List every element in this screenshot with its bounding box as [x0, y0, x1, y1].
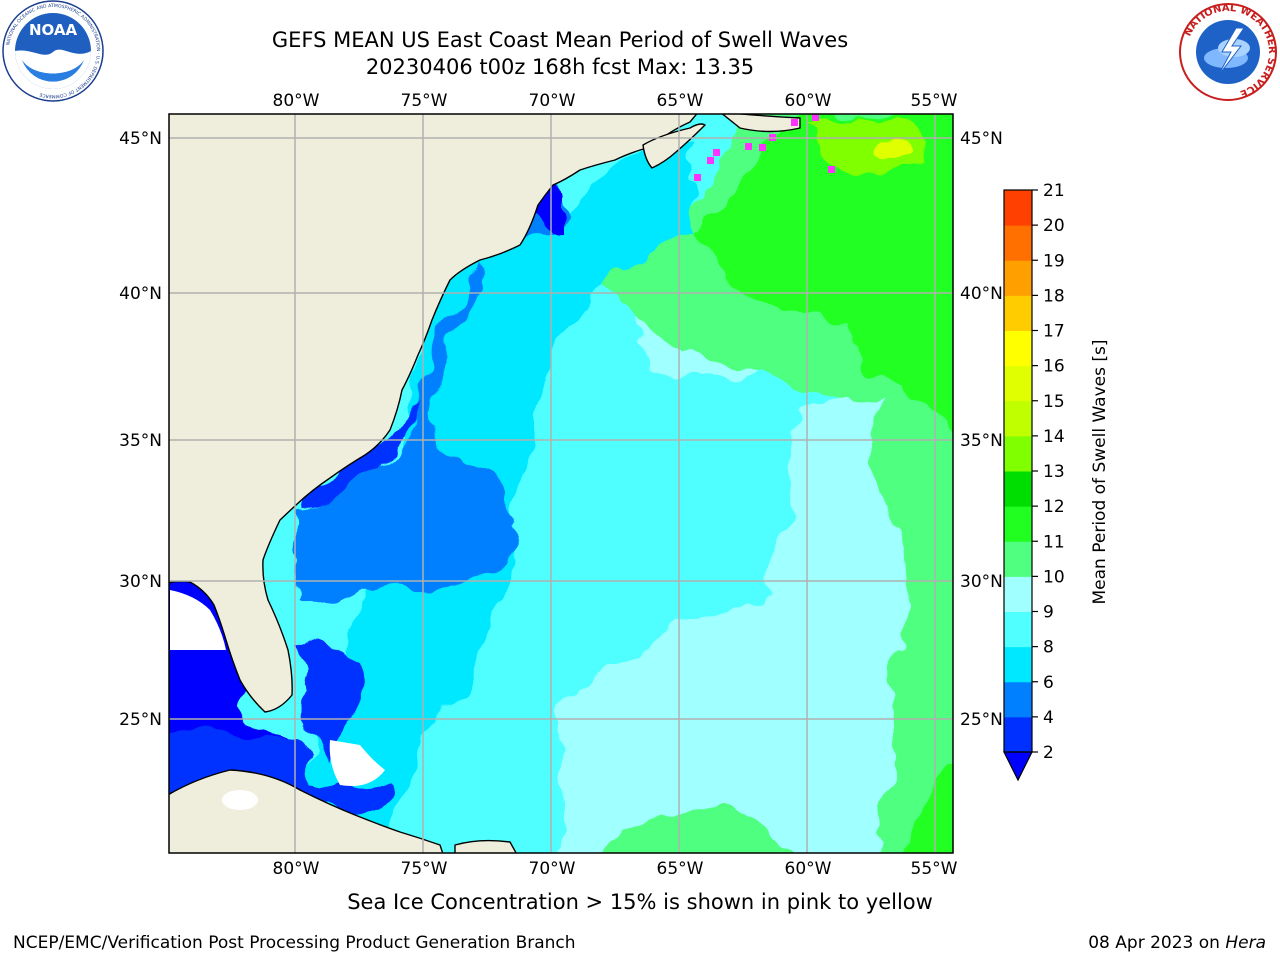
colorbar-label: Mean Period of Swell Waves [s]: [1090, 340, 1110, 605]
colorbar-segment: [1004, 295, 1032, 331]
colorbar-tick-label: 16: [1043, 357, 1065, 377]
colorbar-tick-label: 12: [1043, 497, 1065, 517]
colorbar-segment: [1004, 646, 1032, 683]
chart-title: GEFS MEAN US East Coast Mean Period of S…: [271, 28, 849, 52]
colorbar-underflow-arrow: [1003, 751, 1033, 782]
colorbar-tick-label: 18: [1043, 286, 1065, 306]
graticule: [169, 114, 953, 853]
colorbar-segment: [1004, 435, 1032, 472]
colorbar-tick-label: 19: [1043, 251, 1065, 271]
noaa-logo-icon: NOAA NATIONAL OCEANIC AND ATMOSPHERIC AD…: [2, 0, 104, 102]
lat-label: 30°N: [960, 572, 1003, 592]
colorbar-tick-label: 20: [1043, 216, 1065, 236]
lat-label: 30°N: [119, 572, 162, 592]
colorbar-segment: [1004, 190, 1032, 226]
caption: Sea Ice Concentration > 15% is shown in …: [347, 890, 933, 914]
lon-label: 70°W: [529, 859, 576, 879]
lon-label: 55°W: [911, 859, 958, 879]
colorbar-tick-label: 8: [1043, 638, 1054, 658]
colorbar-segment: [1004, 506, 1032, 542]
colorbar-tick-label: 11: [1043, 532, 1065, 552]
colorbar-segment: [1004, 541, 1032, 577]
lon-label: 75°W: [401, 859, 448, 879]
chart-subtitle: 20230406 t00z 168h fcst Max: 13.35: [365, 55, 755, 79]
lon-label: 70°W: [529, 91, 576, 111]
map-area: [169, 114, 953, 853]
lon-label: 75°W: [401, 91, 448, 111]
colorbar-tick-label: 9: [1043, 603, 1054, 623]
footer-host: Hera: [1225, 933, 1266, 953]
colorbar-segment: [1004, 330, 1032, 367]
colorbar-segment: [1004, 365, 1032, 402]
footer-date-text: 08 Apr 2023 on: [1088, 933, 1226, 953]
colorbar-segment: [1004, 716, 1032, 753]
map-frame: [168, 113, 954, 854]
north-america-land: [169, 114, 698, 713]
hispaniola-land: [454, 839, 517, 853]
colorbar-tick-label: 21: [1043, 181, 1065, 201]
nws-logo-icon: NATIONAL WEATHER SERVICE: [1179, 3, 1277, 101]
lat-label: 40°N: [119, 284, 162, 304]
lat-label: 45°N: [119, 129, 162, 149]
colorbar: 2 4 6 8 9 10 11 12 13 14 15 16 17 18 19 20 21: [1003, 181, 1065, 782]
lat-label: 25°N: [119, 710, 162, 730]
lon-labels-top: 80°W 75°W 70°W 65°W 60°W 55°W: [273, 91, 958, 111]
colorbar-tick-label: 14: [1043, 427, 1065, 447]
colorbar-segment: [1004, 611, 1032, 648]
footer-credit: NCEP/EMC/Verification Post Processing Pr…: [13, 933, 576, 953]
colorbar-tick-label: 15: [1043, 392, 1065, 412]
lon-label: 65°W: [657, 91, 704, 111]
lat-labels-right: 45°N 40°N 35°N 30°N 25°N: [960, 129, 1003, 730]
colorbar-tick-label: 13: [1043, 462, 1065, 482]
lat-label: 40°N: [960, 284, 1003, 304]
colorbar-segment: [1004, 400, 1032, 437]
lat-label: 35°N: [960, 431, 1003, 451]
nova-scotia-land: [642, 123, 706, 169]
colorbar-tick-label: 10: [1043, 567, 1065, 587]
colorbar-segment: [1004, 225, 1032, 261]
lon-label: 60°W: [785, 91, 832, 111]
lon-label: 55°W: [911, 91, 958, 111]
lat-label: 45°N: [960, 129, 1003, 149]
colorbar-tick-label: 4: [1043, 708, 1054, 728]
colorbar-tick-label: 17: [1043, 322, 1065, 342]
colorbar-segment: [1004, 260, 1032, 296]
lat-label: 35°N: [119, 431, 162, 451]
colorbar-segment: [1004, 576, 1032, 612]
colorbar-segment: [1004, 471, 1032, 507]
lon-labels-bottom: 80°W 75°W 70°W 65°W 60°W 55°W: [273, 859, 958, 879]
lon-label: 65°W: [657, 859, 704, 879]
lon-label: 80°W: [273, 91, 320, 111]
colorbar-tick-label: 2: [1043, 743, 1054, 763]
lat-labels-left: 45°N 40°N 35°N 30°N 25°N: [119, 129, 162, 730]
lon-label: 60°W: [785, 859, 832, 879]
footer-date: 08 Apr 2023 on Hera: [1088, 933, 1266, 953]
lat-label: 25°N: [960, 710, 1003, 730]
noaa-logo-text: NOAA: [29, 21, 78, 39]
lon-label: 80°W: [273, 859, 320, 879]
no-data-areas: [170, 590, 385, 810]
colorbar-tick-label: 6: [1043, 673, 1054, 693]
colorbar-segment: [1004, 681, 1032, 718]
